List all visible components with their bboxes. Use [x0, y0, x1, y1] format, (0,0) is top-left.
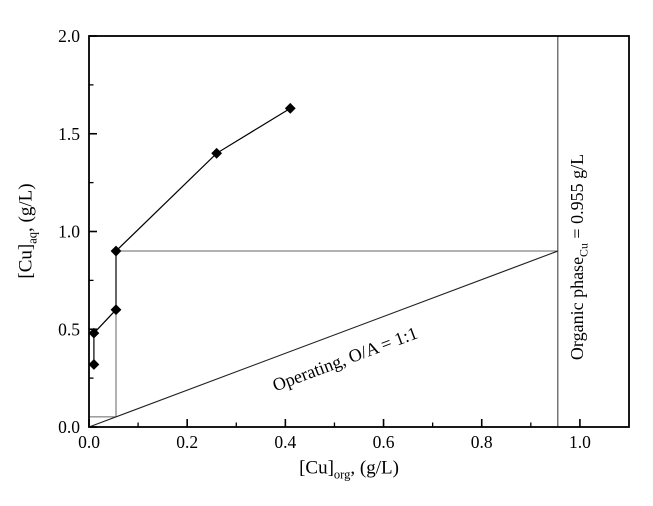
data-point-diamond [211, 147, 223, 159]
x-tick-label: 0.2 [176, 432, 198, 452]
y-tick-label: 1.5 [58, 124, 80, 144]
y-tick-label: 0.5 [58, 319, 80, 339]
operating-line [88, 250, 559, 428]
y-tick-label: 1.0 [58, 222, 80, 242]
organic-phase-label: Organic phaseCu = 0.955 g/L [567, 153, 591, 361]
x-tick-label: 1.0 [569, 432, 591, 452]
data-point-diamond [284, 102, 296, 114]
y-axis-title: [Cu]aq, (g/L) [15, 183, 40, 279]
x-tick-label: 0.4 [274, 432, 296, 452]
data-point-diamond [88, 327, 100, 339]
data-point-diamond [110, 245, 122, 257]
y-tick-label: 2.0 [58, 26, 80, 46]
x-axis-title: [Cu]org, (g/L) [299, 457, 399, 482]
data-point-diamond [110, 304, 122, 316]
x-tick-label: 0.8 [471, 432, 493, 452]
x-tick-label: 0.6 [373, 432, 395, 452]
y-tick-label: 0.0 [58, 417, 80, 437]
data-point-diamond [88, 359, 100, 370]
plot-border [88, 35, 630, 428]
x-tick-label: 0.0 [78, 432, 100, 452]
extraction-isotherm-curve [93, 107, 291, 365]
